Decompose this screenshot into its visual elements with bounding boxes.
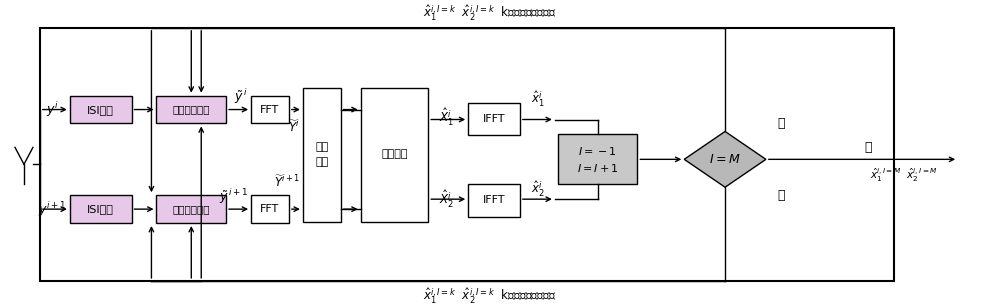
Bar bbox=[303, 88, 341, 222]
Bar bbox=[558, 135, 637, 184]
Text: ISI消除: ISI消除 bbox=[87, 104, 114, 115]
Text: 均衡: 均衡 bbox=[315, 157, 328, 167]
Text: ISI消除: ISI消除 bbox=[87, 204, 114, 214]
Bar bbox=[468, 103, 520, 136]
Text: FFT: FFT bbox=[260, 104, 280, 115]
Bar bbox=[70, 195, 132, 223]
Text: 信道: 信道 bbox=[315, 142, 328, 152]
Text: $\hat{x}_1^{i,I=M}$  $\hat{x}_2^{i,I=M}$: $\hat{x}_1^{i,I=M}$ $\hat{x}_2^{i,I=M}$ bbox=[870, 167, 937, 184]
Text: 循环前缀重构: 循环前缀重构 bbox=[173, 204, 210, 214]
Text: $\hat{x}_2^i$: $\hat{x}_2^i$ bbox=[531, 180, 545, 199]
Bar bbox=[361, 88, 428, 222]
Text: $y^i$: $y^i$ bbox=[46, 100, 58, 119]
Bar bbox=[156, 95, 226, 124]
Text: IFFT: IFFT bbox=[483, 114, 505, 124]
Text: $\hat{x}_1^{i,I=k}$  $\hat{x}_2^{i,I=k}$  k表示当前迭代次数: $\hat{x}_1^{i,I=k}$ $\hat{x}_2^{i,I=k}$ … bbox=[423, 286, 557, 306]
Text: 是: 是 bbox=[865, 141, 872, 154]
Text: IFFT: IFFT bbox=[483, 195, 505, 205]
Text: 否: 否 bbox=[777, 117, 785, 130]
Text: $\widetilde{Y}^{i}$: $\widetilde{Y}^{i}$ bbox=[288, 120, 300, 136]
Bar bbox=[251, 195, 289, 223]
Bar bbox=[468, 184, 520, 217]
Text: $\widetilde{Y}^{i+1}$: $\widetilde{Y}^{i+1}$ bbox=[274, 174, 300, 190]
Text: $y^{i+1}$: $y^{i+1}$ bbox=[38, 200, 66, 219]
Text: $I=I+1$: $I=I+1$ bbox=[577, 162, 619, 174]
Bar bbox=[251, 95, 289, 124]
Text: $\hat{x}_1^i$: $\hat{x}_1^i$ bbox=[531, 90, 545, 109]
Text: $\hat{x}_1^{i,I=k}$  $\hat{x}_2^{i,I=k}$  k表示当前迭代次数: $\hat{x}_1^{i,I=k}$ $\hat{x}_2^{i,I=k}$ … bbox=[423, 3, 557, 23]
Polygon shape bbox=[684, 132, 766, 187]
Text: 循环前缀重构: 循环前缀重构 bbox=[173, 104, 210, 115]
Text: $\tilde{y}^{\,i+1}$: $\tilde{y}^{\,i+1}$ bbox=[219, 187, 248, 206]
Text: $\hat{X}_1^i$: $\hat{X}_1^i$ bbox=[439, 107, 454, 128]
Bar bbox=[70, 95, 132, 124]
Text: $I=M$: $I=M$ bbox=[709, 153, 741, 166]
Bar bbox=[40, 28, 894, 281]
Text: 否: 否 bbox=[777, 189, 785, 202]
Text: 信号检测: 信号检测 bbox=[381, 149, 408, 159]
Text: FFT: FFT bbox=[260, 204, 280, 214]
Text: $\tilde{y}^{\,i}$: $\tilde{y}^{\,i}$ bbox=[234, 87, 248, 106]
Text: $I=-1$: $I=-1$ bbox=[578, 145, 617, 157]
Bar bbox=[156, 195, 226, 223]
Text: $\hat{X}_2^i$: $\hat{X}_2^i$ bbox=[439, 188, 454, 210]
